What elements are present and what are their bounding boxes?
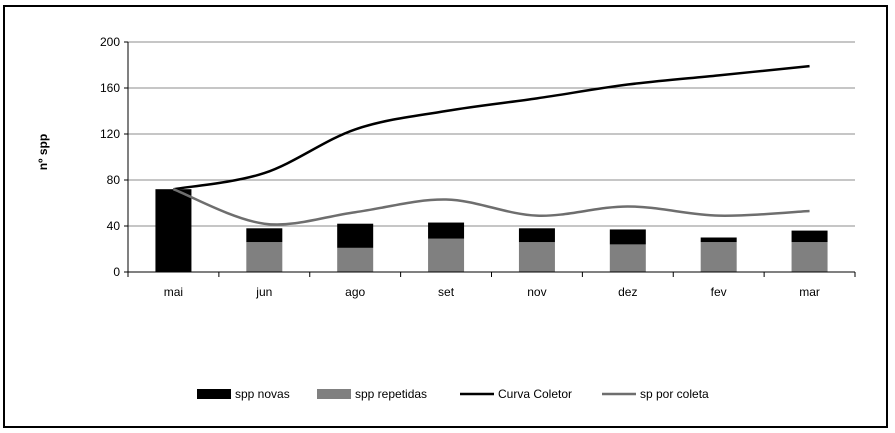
legend-label: spp repetidas [355, 387, 427, 401]
x-tick-label: mai [164, 285, 183, 299]
x-tick-label: dez [618, 285, 637, 299]
bar-spp-novas [791, 230, 828, 243]
x-tick-label: jun [255, 285, 272, 299]
y-tick-label: 120 [100, 127, 120, 141]
legend-label: spp novas [235, 387, 290, 401]
bar-spp-novas [428, 222, 465, 239]
bar-spp-repetidas [337, 247, 374, 272]
y-tick-label: 80 [107, 173, 121, 187]
bar-spp-novas [246, 228, 283, 243]
x-tick-label: fev [711, 285, 727, 299]
y-tick-label: 160 [100, 81, 120, 95]
legend-swatch [317, 389, 351, 399]
bar-spp-repetidas [518, 242, 555, 272]
legend-swatch [197, 389, 231, 399]
chart-svg: 0 40 80 120 160 200 mai jun ago set nov dez fev mar n… [36, 35, 856, 401]
bar-spp-novas [700, 237, 737, 243]
bar-spp-novas [337, 223, 374, 248]
bar-spp-novas [518, 228, 555, 243]
bar-spp-repetidas [609, 244, 646, 272]
bar-spp-novas [155, 189, 192, 272]
chart-frame: 0 40 80 120 160 200 mai jun ago set nov dez fev mar n… [3, 5, 888, 428]
bar-spp-repetidas [246, 242, 283, 272]
x-tick-label: ago [345, 285, 365, 299]
y-tick-label: 0 [113, 265, 120, 279]
y-tick-label: 200 [100, 35, 120, 49]
axes: 0 40 80 120 160 200 mai jun ago set nov dez fev mar [100, 35, 856, 299]
bar-spp-repetidas [791, 242, 828, 272]
bar-spp-novas [609, 229, 646, 245]
x-tick-label: nov [527, 285, 546, 299]
x-tick-label: set [438, 285, 455, 299]
legend: spp novas spp repetidas Curva Coletor sp po… [197, 387, 709, 401]
bar-spp-repetidas [428, 238, 465, 272]
gridlines [128, 41, 855, 273]
bars [155, 189, 828, 272]
y-axis-title: nº spp [36, 134, 50, 170]
legend-label: Curva Coletor [498, 387, 572, 401]
series-lines [172, 64, 810, 226]
y-tick-label: 40 [107, 219, 121, 233]
bar-spp-repetidas [700, 242, 737, 272]
x-tick-label: mar [799, 285, 820, 299]
legend-label: sp por coleta [640, 387, 709, 401]
line-curva-coletor [173, 64, 810, 191]
line-sp-por-coleta [172, 188, 810, 226]
